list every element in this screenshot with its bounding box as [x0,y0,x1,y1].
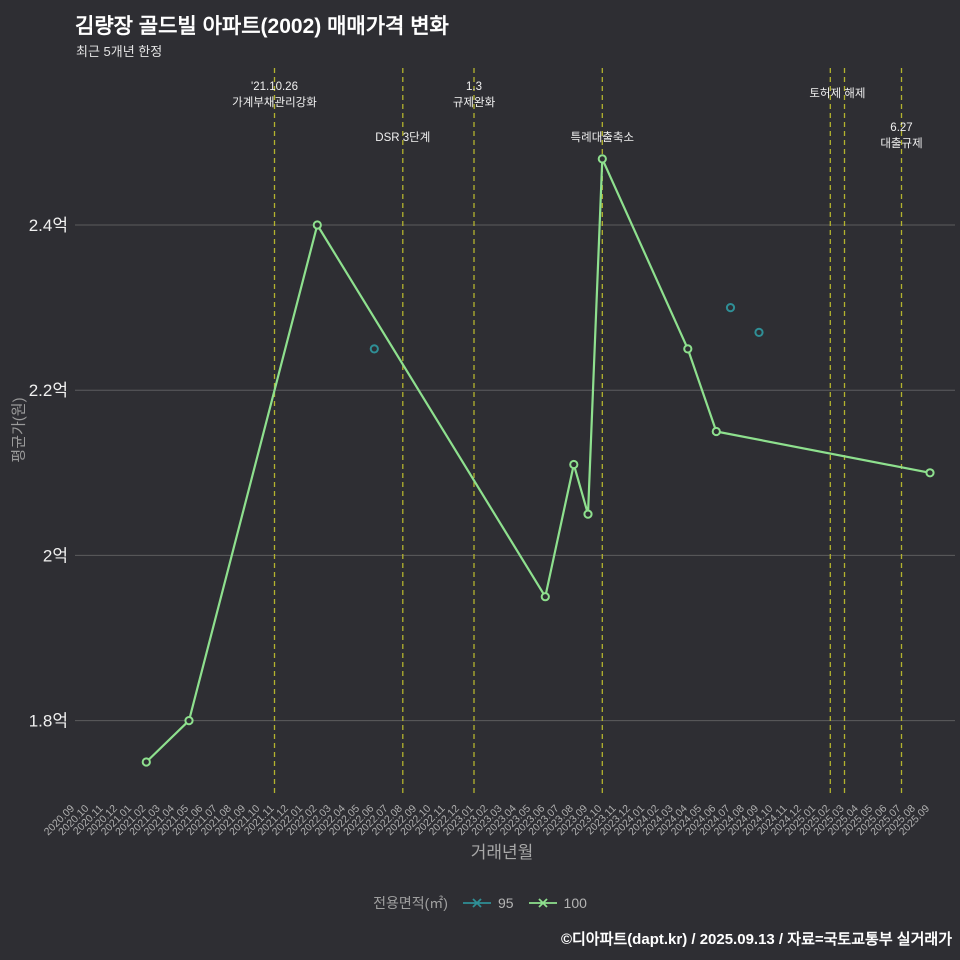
series-line-100 [145,157,931,763]
event-label: 가계부채관리강화 [232,96,317,109]
event-label: 토허제 해제 [809,87,865,100]
data-point-100 [583,509,593,519]
event-label: 특례대출축소 [571,131,634,144]
data-point-100 [312,220,322,230]
page-title: 김량장 골드빌 아파트(2002) 매매가격 변화 [75,15,449,38]
y-axis-title: 평균가(원) [10,397,28,463]
y-tick-label: 2.4억 [29,216,68,235]
legend-item-95: 95 [462,895,514,911]
legend-title: 전용면적(㎡) [373,895,448,911]
event-label: 규제완화 [453,96,496,109]
legend-label-95: 95 [497,895,514,911]
legend-item-100: 100 [528,895,587,911]
legend-marker-95-icon [462,898,491,908]
data-point-95 [369,344,379,354]
legend-marker-100-icon [528,898,557,908]
data-point-95 [725,303,736,313]
event-label: 대출규제 [880,137,922,150]
data-point-100 [711,426,721,437]
data-point-100 [141,757,151,767]
legend-label-100: 100 [563,895,587,911]
data-point-100 [569,459,579,470]
legend: 전용면적(㎡) 95 100 [0,893,960,913]
event-label: 6.27 [890,122,912,134]
page-subtitle: 최근 5개년 한정 [76,44,163,59]
x-axis-title: 거래년월 [470,843,534,862]
event-label: '21.10.26 [251,81,298,93]
event-label: DSR 3단계 [375,131,430,144]
y-tick-label: 1.8억 [29,712,68,731]
event-label: 1.3 [466,81,482,93]
data-point-100 [184,716,194,726]
data-point-100 [683,344,693,354]
credit-footer: ©디아파트(dapt.kr) / 2025.09.13 / 자료=국토교통부 실… [560,931,952,948]
data-point-95 [754,327,764,337]
y-tick-label: 2억 [43,546,68,565]
data-point-100 [540,592,550,602]
data-point-100 [597,154,607,164]
data-point-100 [925,468,935,478]
y-tick-label: 2.2억 [29,381,68,400]
